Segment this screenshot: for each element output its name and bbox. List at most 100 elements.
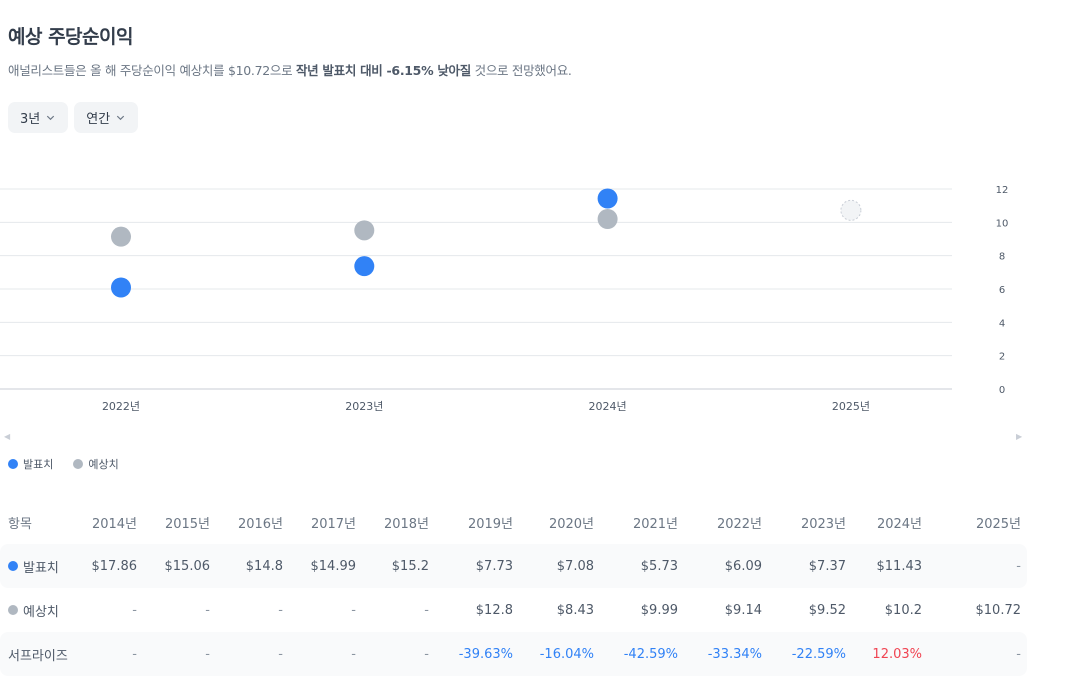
row-label-text: 발표치 bbox=[23, 560, 59, 576]
table-cell: - bbox=[424, 646, 429, 662]
table-header-year: 2016년 bbox=[237, 516, 283, 532]
eps-table: 항목 2014년 2015년 2016년 2017년 2018년 2019년 2020년 202… bbox=[0, 500, 1027, 676]
table-cell: -16.04% bbox=[539, 646, 594, 662]
period-dropdown[interactable]: 3년 bbox=[8, 102, 69, 133]
table-cell: - bbox=[132, 602, 137, 618]
table-row: 서프라이즈 - - - - - -39.63% -16.04% -42.59% -33.34% -2… bbox=[0, 632, 1027, 676]
table-cell: $5.73 bbox=[640, 558, 678, 574]
y-tick-label: 4 bbox=[999, 318, 1005, 329]
table-header-year: 2021년 bbox=[632, 516, 678, 532]
table-cell: 12.03% bbox=[872, 646, 922, 662]
table-cell: - bbox=[278, 646, 283, 662]
actual-point bbox=[597, 188, 618, 209]
period-label: 3년 bbox=[20, 112, 41, 127]
interval-dropdown[interactable]: 연간 bbox=[74, 102, 139, 133]
y-tick-label: 0 bbox=[999, 385, 1005, 396]
filter-bar: 3년 연간 bbox=[8, 102, 139, 133]
legend-label-estimate: 예상치 bbox=[88, 458, 119, 471]
table-cell: - bbox=[351, 602, 356, 618]
table-header-year: 2025년 bbox=[975, 516, 1021, 532]
table-header-year: 2015년 bbox=[164, 516, 210, 532]
table-cell: $10.2 bbox=[884, 602, 922, 618]
table-cell: - bbox=[351, 646, 356, 662]
table-header-year: 2022년 bbox=[716, 516, 762, 532]
table-cell: $7.08 bbox=[556, 558, 594, 574]
y-tick-label: 8 bbox=[999, 252, 1005, 263]
y-tick-label: 2 bbox=[999, 352, 1005, 363]
x-tick-label: 2025년 bbox=[832, 400, 870, 413]
legend-label-actual: 발표치 bbox=[23, 458, 54, 471]
legend-item-actual: 발표치 bbox=[8, 456, 53, 472]
table-cell: $9.14 bbox=[724, 602, 762, 618]
row-label-text: 예상치 bbox=[23, 604, 59, 620]
row-label: 발표치 bbox=[0, 557, 90, 576]
estimate-point bbox=[597, 209, 618, 229]
table-row: 발표치 $17.86 $15.06 $14.8 $14.99 $15.2 $7.73 $7.0… bbox=[0, 544, 1027, 588]
x-tick-label: 2022년 bbox=[102, 400, 140, 413]
table-cell: $11.43 bbox=[876, 558, 923, 574]
table-cell: $6.09 bbox=[724, 558, 762, 574]
table-header-label: 항목 bbox=[8, 516, 32, 532]
table-cell: $10.72 bbox=[975, 602, 1022, 618]
y-tick-label: 10 bbox=[996, 218, 1009, 229]
table-cell: - bbox=[278, 602, 283, 618]
table-cell: $9.99 bbox=[640, 602, 678, 618]
table-cell: -39.63% bbox=[458, 646, 513, 662]
chevron-down-icon bbox=[47, 115, 55, 121]
legend-dot-estimate bbox=[73, 459, 84, 469]
summary-post: 것으로 전망했어요. bbox=[470, 63, 572, 78]
table-cell: $7.37 bbox=[808, 558, 846, 574]
table-cell: -33.34% bbox=[707, 646, 762, 662]
table-cell: $15.06 bbox=[164, 558, 211, 574]
table-cell: - bbox=[1016, 558, 1021, 574]
chevron-down-icon bbox=[117, 115, 125, 121]
table-header-year: 2017년 bbox=[310, 516, 356, 532]
table-header-year: 2018년 bbox=[383, 516, 429, 532]
summary-pre: 애널리스트들은 올 해 주당순이익 예상치를 $10.72으로 bbox=[8, 63, 296, 78]
table-cell: $12.8 bbox=[475, 602, 513, 618]
table-cell: - bbox=[1016, 646, 1021, 662]
scroll-right-icon[interactable]: ▶ bbox=[1016, 432, 1023, 441]
row-dot bbox=[8, 561, 18, 571]
table-cell: -22.59% bbox=[791, 646, 846, 662]
table-header-year: 2024년 bbox=[876, 516, 922, 532]
table-header-row: 항목 2014년 2015년 2016년 2017년 2018년 2019년 2020년 202… bbox=[0, 500, 1027, 544]
legend-dot-actual bbox=[8, 459, 18, 469]
actual-point bbox=[354, 256, 375, 277]
y-tick-label: 6 bbox=[999, 285, 1005, 296]
table-cell: $7.73 bbox=[475, 558, 513, 574]
x-tick-label: 2023년 bbox=[345, 400, 383, 413]
table-header-year: 2019년 bbox=[467, 516, 513, 532]
summary-bold: 작년 발표치 대비 -6.15% 낮아질 bbox=[295, 63, 471, 78]
row-label: 서프라이즈 bbox=[0, 645, 90, 664]
x-tick-label: 2024년 bbox=[589, 400, 627, 413]
table-row: 예상치 - - - - - $12.8 $8.43 $9.99 $9.14 $9.52 $10.2 $1… bbox=[0, 588, 1027, 632]
table-cell: $14.8 bbox=[245, 558, 283, 574]
estimate-point bbox=[840, 199, 862, 221]
table-header-year: 2014년 bbox=[91, 516, 137, 532]
table-cell: - bbox=[132, 646, 137, 662]
eps-scatter-chart: 0 2 4 6 8 10 12 2022년 2023년 2024년 2025년 bbox=[0, 185, 1009, 413]
row-dot bbox=[8, 605, 18, 615]
row-label-text: 서프라이즈 bbox=[8, 648, 68, 664]
table-cell: - bbox=[205, 602, 210, 618]
table-cell: $15.2 bbox=[391, 558, 429, 574]
table-cell: $17.86 bbox=[91, 558, 138, 574]
summary-text: 애널리스트들은 올 해 주당순이익 예상치를 $10.72으로 작년 발표치 대… bbox=[8, 60, 572, 79]
interval-label: 연간 bbox=[86, 112, 111, 127]
y-tick-label: 12 bbox=[996, 185, 1009, 196]
table-cell: - bbox=[424, 602, 429, 618]
table-cell: -42.59% bbox=[623, 646, 678, 662]
table-cell: $14.99 bbox=[310, 558, 357, 574]
table-header-year: 2023년 bbox=[800, 516, 846, 532]
estimate-point bbox=[354, 220, 375, 241]
legend-item-estimate: 예상치 bbox=[73, 456, 119, 472]
actual-point bbox=[111, 277, 131, 298]
table-cell: $8.43 bbox=[556, 602, 594, 618]
table-cell: $9.52 bbox=[808, 602, 846, 618]
table-header-year: 2020년 bbox=[548, 516, 594, 532]
table-cell: - bbox=[205, 646, 210, 662]
row-label: 예상치 bbox=[0, 601, 90, 620]
scroll-left-icon[interactable]: ◀ bbox=[4, 432, 11, 441]
estimate-point bbox=[111, 226, 131, 247]
